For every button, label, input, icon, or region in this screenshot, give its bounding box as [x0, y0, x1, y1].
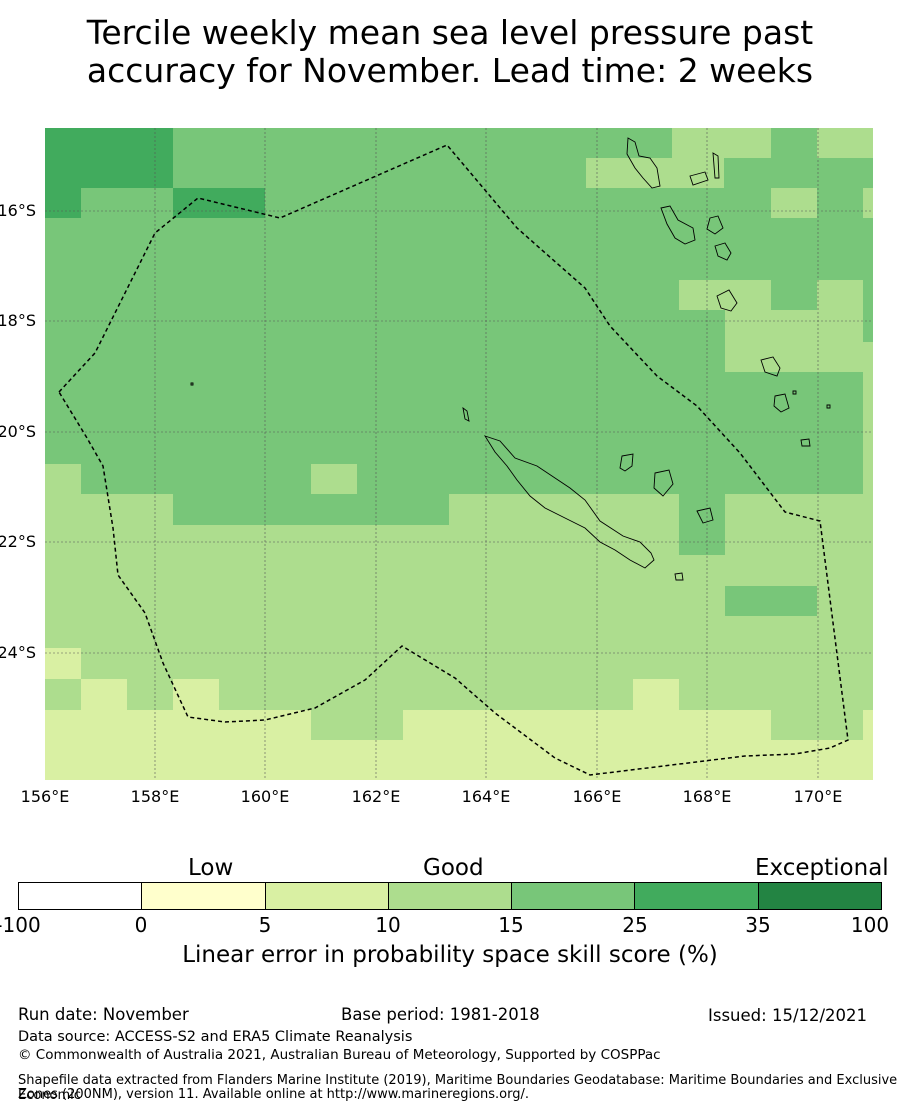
skill-region-10-15: [679, 280, 771, 310]
lat-label: 16°S: [0, 201, 36, 220]
loyalty-island: [696, 507, 714, 524]
title-line-2: accuracy for November. Lead time: 2 week…: [86, 51, 814, 90]
colorbar-segment: [265, 883, 389, 909]
colorbar-tick: 5: [258, 913, 272, 937]
lon-label: 166°E: [572, 787, 622, 806]
colorbar-tick: 100: [850, 913, 890, 937]
small-island: [792, 390, 797, 395]
skill-region-10-15: [817, 128, 873, 158]
skill-region-25-35: [45, 128, 173, 188]
colorbar-tick: -100: [0, 913, 41, 937]
colorbar-tick: 10: [375, 913, 401, 937]
map-svg: [45, 128, 873, 780]
skill-region-10-15: [863, 188, 873, 218]
map-panel: [45, 128, 873, 780]
issued-date: Issued: 15/12/2021: [708, 1006, 868, 1025]
lon-label: 164°E: [461, 787, 511, 806]
skill-region-10-15: [725, 310, 863, 372]
skill-region-15-25: [863, 280, 873, 342]
lat-label: 22°S: [0, 532, 36, 551]
skill-region-5-10: [633, 679, 679, 710]
chart-title: Tercile weekly mean sea level pressure p…: [0, 14, 900, 90]
lat-label: 24°S: [0, 643, 36, 662]
run-date: Run date: November: [18, 1005, 189, 1024]
base-period: Base period: 1981-2018: [341, 1005, 540, 1024]
skill-region-15-25: [725, 586, 817, 616]
skill-region-5-10: [403, 710, 771, 780]
vanuatu-island: [660, 205, 696, 245]
eez-boundary: [58, 144, 849, 776]
loyalty-island: [619, 453, 634, 472]
skill-region-5-10: [45, 710, 311, 780]
colorbar-tick: 0: [134, 913, 148, 937]
colorbar-tick: 35: [745, 913, 771, 937]
colorbar-segment: [388, 883, 513, 909]
colorbar: [18, 882, 882, 910]
data-source: Data source: ACCESS-S2 and ERA5 Climate …: [18, 1029, 413, 1045]
lon-label: 156°E: [20, 787, 70, 806]
loyalty-island: [653, 469, 674, 497]
skill-region-10-15: [817, 280, 863, 310]
vanuatu-island: [706, 215, 724, 235]
skill-region-10-15: [311, 464, 357, 494]
skill-region-5-10: [771, 740, 863, 780]
skill-region-5-10: [311, 740, 403, 780]
skill-region-5-10: [863, 710, 873, 780]
skill-region-10-15: [586, 158, 724, 188]
title-line-1: Tercile weekly mean sea level pressure p…: [86, 13, 814, 52]
lat-label: 20°S: [0, 422, 36, 441]
skill-region-5-10: [81, 679, 127, 710]
lon-label: 160°E: [240, 787, 290, 806]
skill-region-15-25: [771, 128, 817, 188]
small-island: [826, 404, 831, 409]
shapefile-credit-line-2: Zones (200NM), version 11. Available onl…: [18, 1087, 530, 1102]
copyright: © Commonwealth of Australia 2021, Austra…: [18, 1047, 661, 1063]
small-island: [462, 406, 470, 422]
colorbar-tick: 15: [498, 913, 524, 937]
skill-region-15-25: [679, 494, 725, 555]
colorbar-category-low: Low: [188, 855, 234, 881]
vanuatu-island: [689, 171, 709, 186]
vanuatu-island: [716, 289, 738, 312]
small-island: [190, 382, 194, 386]
colorbar-segment: [635, 883, 759, 909]
skill-region-10-15: [771, 188, 817, 218]
skill-region-15-25: [449, 464, 863, 494]
skill-region-5-10: [173, 679, 219, 710]
small-island: [674, 572, 684, 581]
graticule: [45, 128, 873, 780]
vanuatu-island: [712, 152, 720, 179]
lat-label: 18°S: [0, 311, 36, 330]
vanuatu-island: [714, 242, 732, 261]
skill-region-25-35: [45, 188, 81, 218]
shapefile-credit-line-1: Shapefile data extracted from Flanders M…: [18, 1073, 898, 1103]
vanuatu-island: [626, 137, 661, 189]
skill-region-15-25: [632, 128, 672, 158]
colorbar-tick: 25: [622, 913, 648, 937]
skill-region-10-15: [45, 464, 81, 494]
colorbar-category-good: Good: [423, 855, 484, 881]
skill-region-25-35: [173, 188, 265, 218]
colorbar-segment: [512, 883, 636, 909]
skill-region-10-15: [863, 342, 873, 495]
colorbar-segment: [758, 883, 881, 909]
colorbar-segment: [142, 883, 266, 909]
small-island: [800, 438, 811, 447]
lon-label: 158°E: [130, 787, 180, 806]
colorbar-category-exceptional: Exceptional: [755, 855, 889, 881]
vanuatu-island: [760, 356, 781, 377]
vanuatu-island: [773, 393, 790, 413]
new-caledonia-island: [483, 435, 655, 569]
colorbar-segment: [19, 883, 143, 909]
lon-label: 162°E: [351, 787, 401, 806]
lon-label: 168°E: [682, 787, 732, 806]
colorbar-label: Linear error in probability space skill …: [182, 942, 718, 968]
lon-label: 170°E: [793, 787, 843, 806]
skill-region-5-10: [45, 648, 81, 679]
